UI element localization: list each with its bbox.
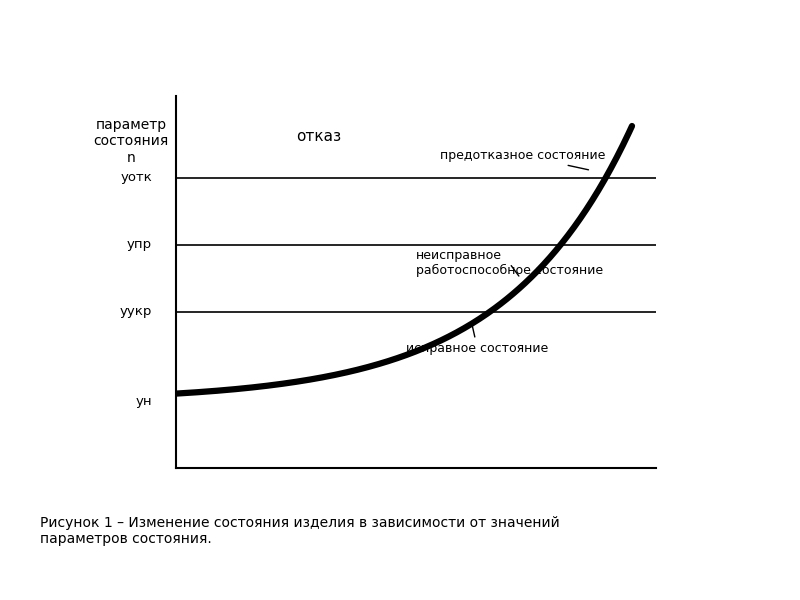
Text: исправное состояние: исправное состояние xyxy=(406,326,549,355)
Text: уукр: уукр xyxy=(120,305,152,318)
Text: отказ: отказ xyxy=(296,130,341,145)
Text: ун: ун xyxy=(135,395,152,407)
Text: предотказное состояние: предотказное состояние xyxy=(440,149,606,170)
Text: упр: упр xyxy=(127,238,152,251)
Text: l, экспл.: l, экспл. xyxy=(566,442,626,455)
Text: неисправное
работоспособное состояние: неисправное работоспособное состояние xyxy=(416,250,603,277)
Text: параметр
состояния
n: параметр состояния n xyxy=(94,118,169,164)
Text: уотк: уотк xyxy=(120,172,152,184)
Text: Рисунок 1 – Изменение состояния изделия в зависимости от значений
параметров сос: Рисунок 1 – Изменение состояния изделия … xyxy=(40,516,560,546)
